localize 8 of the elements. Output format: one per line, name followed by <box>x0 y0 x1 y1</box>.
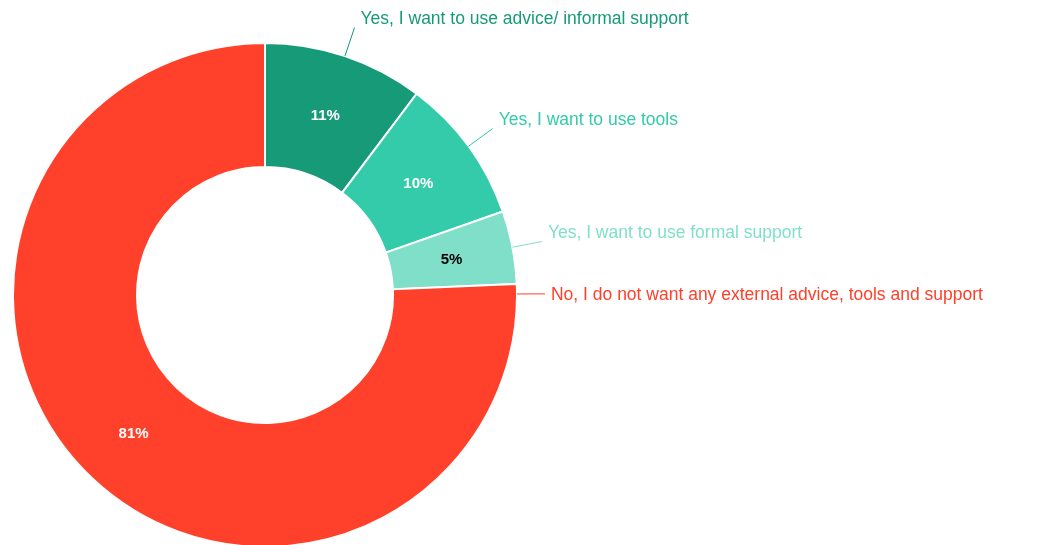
slice-label: Yes, I want to use tools <box>498 108 679 129</box>
slice-label: No, I do not want any external advice, tools and support <box>551 283 984 304</box>
data-label: 10% <box>403 174 434 192</box>
slice-label: Yes, I want to use advice/ informal support <box>360 7 689 28</box>
data-label: 81% <box>118 423 149 441</box>
data-label: 11% <box>310 106 340 124</box>
slice-label: Yes, I want to use formal support <box>547 221 803 242</box>
data-label: 5% <box>440 250 463 268</box>
